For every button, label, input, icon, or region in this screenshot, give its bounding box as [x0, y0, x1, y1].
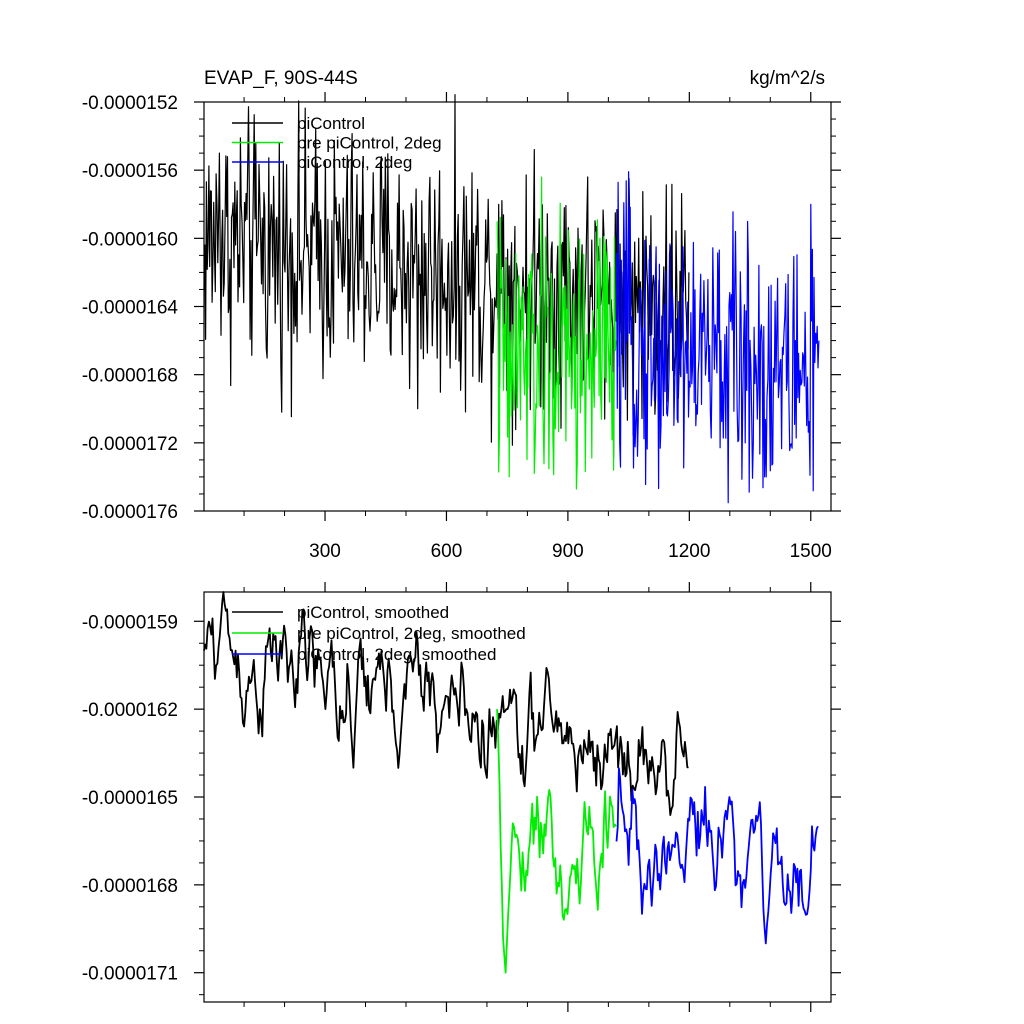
x-tick-label: 600 — [431, 541, 463, 562]
y-tick-label: -0.0000164 — [82, 298, 179, 319]
y-tick-label: -0.0000159 — [82, 612, 178, 633]
y-tick-label: -0.0000152 — [82, 93, 178, 114]
series-line-pre-picontrol-2deg — [496, 176, 617, 490]
x-tick-label: 900 — [552, 541, 584, 562]
x-tick-label: 1200 — [668, 541, 710, 562]
top-panel: -0.0000152 -0.0000156 -0.0000160 -0.0000164… — [82, 68, 841, 562]
legend-label: pre piControl, 2deg, smoothed — [297, 624, 526, 643]
legend-label: piControl — [297, 114, 365, 133]
y-tick-label: -0.0000168 — [82, 876, 178, 897]
y-tick-label: -0.0000165 — [82, 788, 178, 809]
series-line-picontrol-2deg-smoothed — [615, 767, 819, 945]
y-tick-label: -0.0000172 — [82, 434, 178, 455]
x-tick-label: 300 — [309, 541, 341, 562]
y-tick-label: -0.0000160 — [82, 229, 178, 250]
series-line-picontrol-smoothed — [203, 591, 689, 816]
y-tick-label: -0.0000176 — [82, 502, 178, 523]
units-label: kg/m^2/s — [750, 68, 825, 89]
bottom-panel: -0.0000159 -0.0000162 -0.0000165 -0.0000168… — [82, 582, 841, 1012]
y-tick-label: -0.0000168 — [82, 366, 178, 387]
legend-label: piControl, 2deg, smoothed — [297, 645, 496, 664]
legend-label: pre piControl, 2deg — [297, 134, 442, 153]
series-line-pre-picontrol-2deg-smoothed — [496, 709, 617, 974]
legend-label: piControl, smoothed — [297, 603, 449, 622]
y-tick-label: -0.0000162 — [82, 700, 178, 721]
legend-label: piControl, 2deg — [297, 153, 412, 172]
x-tick-label: 1500 — [790, 541, 832, 562]
y-tick-label: -0.0000156 — [82, 161, 178, 182]
series-line-picontrol-2deg — [615, 171, 820, 504]
chart-title: EVAP_F, 90S-44S — [204, 68, 358, 89]
y-tick-label: -0.0000171 — [82, 964, 178, 985]
